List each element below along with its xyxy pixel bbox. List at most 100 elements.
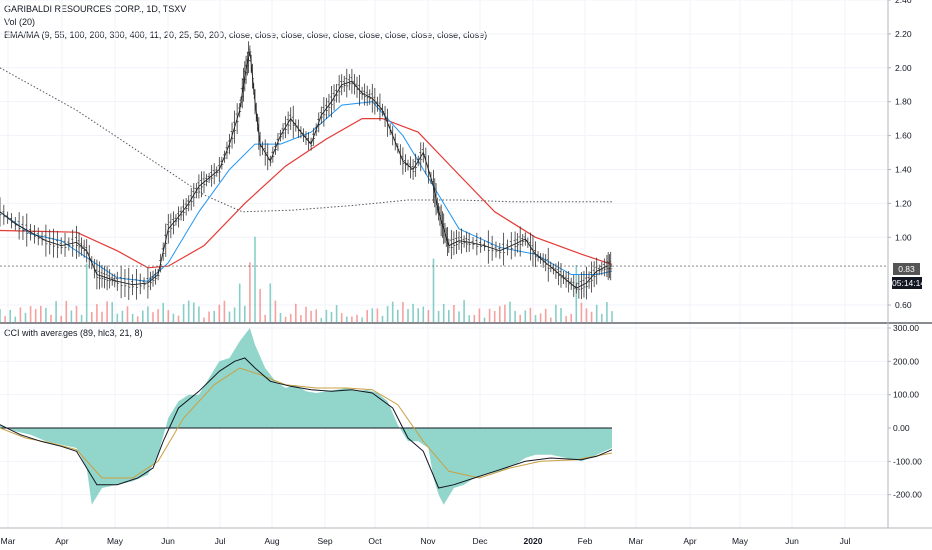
price-tick-label: 2.00 bbox=[895, 63, 912, 73]
time-tick-label: Aug bbox=[264, 536, 279, 546]
volume-bar bbox=[422, 306, 425, 322]
time-tick-label: Mar bbox=[1, 536, 16, 546]
volume-bar bbox=[371, 308, 374, 322]
volume-bar bbox=[162, 302, 164, 322]
volume-bar bbox=[295, 303, 297, 322]
volume-bar bbox=[91, 312, 93, 322]
volume-bar bbox=[131, 313, 134, 322]
volume-bar bbox=[529, 307, 532, 322]
volume-bar bbox=[499, 306, 501, 322]
volume-bar bbox=[142, 310, 144, 322]
time-tick-label: Nov bbox=[420, 536, 436, 546]
volume-bar bbox=[509, 301, 511, 322]
price-line bbox=[0, 50, 612, 289]
ema-red-line bbox=[0, 118, 613, 269]
volume-bar bbox=[187, 300, 190, 322]
volume-bar bbox=[381, 315, 384, 322]
volume-bar bbox=[167, 310, 170, 322]
volume-bar bbox=[75, 305, 78, 322]
volume-bar bbox=[412, 303, 414, 322]
volume-bar bbox=[24, 312, 27, 322]
time-tick-label: Sep bbox=[317, 536, 332, 546]
volume-bar bbox=[514, 310, 516, 322]
volume-bar bbox=[448, 310, 450, 322]
ema-legend: EMA/MA (9, 55, 100, 200, 300, 400, 11, 2… bbox=[4, 30, 488, 40]
price-tick-label: 1.60 bbox=[895, 131, 912, 141]
volume-bar bbox=[351, 316, 353, 322]
cci-black-line bbox=[0, 357, 613, 489]
volume-bar bbox=[305, 306, 307, 322]
volume-bar bbox=[397, 309, 399, 322]
volume-bar bbox=[320, 317, 323, 322]
volume-bar bbox=[417, 308, 419, 322]
time-tick-label: May bbox=[732, 536, 749, 546]
volume-bar bbox=[96, 304, 98, 322]
volume-bar bbox=[198, 306, 200, 322]
volume-bar bbox=[473, 314, 476, 322]
volume-bar bbox=[560, 308, 562, 322]
time-tick-label: Jul bbox=[840, 536, 851, 546]
volume-bar bbox=[177, 315, 180, 322]
volume-bar bbox=[488, 308, 491, 322]
volume-bar bbox=[101, 311, 103, 322]
cci-tick-label: 200.00 bbox=[893, 356, 919, 366]
countdown-badge: 05:14:14 bbox=[892, 277, 926, 289]
volume-bar bbox=[458, 311, 460, 322]
last-price-badge: 0.83 bbox=[893, 263, 920, 275]
volume-bar bbox=[111, 302, 113, 322]
volume-bar bbox=[259, 288, 261, 322]
volume-bar bbox=[340, 313, 343, 322]
volume-bar bbox=[335, 305, 338, 322]
volume-bar bbox=[606, 302, 608, 322]
volume-bar bbox=[289, 313, 292, 322]
time-tick-label: Mar bbox=[629, 536, 644, 546]
volume-legend: Vol (20) bbox=[4, 17, 36, 27]
volume-bar bbox=[478, 308, 481, 322]
time-tick-label: May bbox=[107, 536, 124, 546]
volume-bar bbox=[147, 306, 149, 322]
volume-bar bbox=[519, 314, 521, 322]
volume-bar bbox=[269, 283, 272, 322]
price-tick-label: 2.40 bbox=[895, 0, 912, 5]
volume-bar bbox=[249, 262, 251, 322]
volume-bar bbox=[463, 300, 465, 322]
price-tick-label: 2.20 bbox=[895, 29, 912, 39]
volume-bar bbox=[468, 315, 470, 322]
cci-tick-label: 0.00 bbox=[893, 423, 910, 433]
volume-bar bbox=[570, 313, 572, 322]
time-tick-label: Jul bbox=[215, 536, 226, 546]
time-tick-label: Apr bbox=[55, 536, 68, 546]
volume-bar bbox=[182, 304, 185, 322]
time-tick-label: Oct bbox=[368, 536, 382, 546]
volume-bar bbox=[65, 300, 68, 322]
volume-bar bbox=[300, 315, 302, 322]
cci-tick-label: -200.00 bbox=[893, 490, 922, 500]
volume-bar bbox=[193, 302, 195, 322]
volume-bar bbox=[544, 308, 547, 322]
volume-bar bbox=[29, 306, 32, 322]
volume-bar bbox=[70, 310, 73, 322]
volume-bar bbox=[19, 307, 22, 322]
volume-bar bbox=[325, 309, 328, 322]
volume-bar bbox=[233, 307, 236, 322]
volume-bar bbox=[585, 308, 588, 322]
volume-bar bbox=[361, 317, 363, 322]
volume-bar bbox=[50, 314, 52, 322]
volume-bar bbox=[590, 311, 593, 322]
volume-bar bbox=[330, 311, 333, 322]
cci-tick-label: 100.00 bbox=[893, 390, 919, 400]
volume-bar bbox=[279, 312, 282, 322]
volume-bar bbox=[106, 301, 108, 322]
volume-bar bbox=[218, 304, 221, 322]
volume-bar bbox=[60, 315, 62, 322]
volume-bar bbox=[432, 258, 435, 322]
volume-bar bbox=[601, 313, 603, 322]
volume-bar bbox=[208, 311, 210, 322]
volume-bar bbox=[402, 302, 404, 322]
volume-bar bbox=[284, 316, 287, 322]
volume-bar bbox=[310, 310, 312, 322]
volume-bar bbox=[550, 317, 552, 322]
volume-bar bbox=[580, 302, 583, 322]
price-tick-label: 1.80 bbox=[895, 97, 912, 107]
